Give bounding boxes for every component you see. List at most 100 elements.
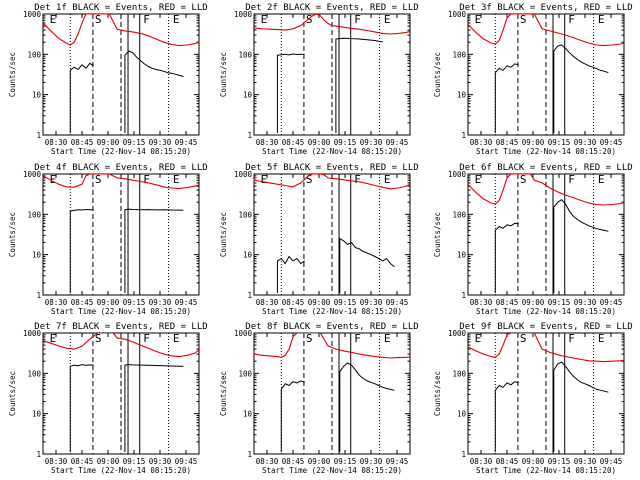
- segment-label: E: [50, 173, 57, 186]
- y-axis-label: Counts/sec: [219, 371, 228, 416]
- panel-title: Det 9f BLACK = Events, RED = LLD: [459, 322, 632, 332]
- segment-label: S: [306, 173, 313, 186]
- y-tick-label: 10: [243, 251, 253, 260]
- segment-label: S: [95, 13, 102, 26]
- segment-label: E: [475, 13, 482, 26]
- x-tick-label: 09:15: [548, 298, 571, 307]
- x-tick-label: 09:15: [334, 138, 357, 147]
- segment-label: F: [354, 13, 361, 26]
- x-tick-label: 08:45: [496, 138, 519, 147]
- events-series-line: [276, 255, 305, 293]
- x-axis-label: Start Time (22-Nov-14 08:15:20): [262, 147, 402, 156]
- x-tick-label: 09:15: [123, 138, 146, 147]
- segment-label: F: [143, 13, 150, 26]
- segment-label: S: [306, 332, 313, 345]
- x-tick-label: 09:00: [522, 138, 545, 147]
- events-series-line: [494, 63, 519, 133]
- events-series-line: [124, 364, 184, 452]
- segment-label: E: [261, 173, 268, 186]
- segment-label: F: [354, 173, 361, 186]
- x-tick-label: 09:00: [522, 457, 545, 466]
- events-series-line: [69, 208, 94, 293]
- x-tick-label: 08:30: [45, 138, 68, 147]
- x-tick-label: 09:30: [149, 298, 172, 307]
- x-tick-label: 08:45: [496, 457, 519, 466]
- segment-label: E: [598, 332, 605, 345]
- y-tick-label: 100: [238, 210, 252, 219]
- x-tick-label: 09:15: [123, 457, 146, 466]
- x-tick-label: 09:45: [386, 457, 409, 466]
- segment-label: E: [173, 332, 180, 345]
- panel-title: Det 3f BLACK = Events, RED = LLD: [459, 3, 632, 13]
- segment-label: F: [568, 173, 575, 186]
- x-tick-label: 09:00: [97, 457, 120, 466]
- x-tick-label: 09:00: [97, 298, 120, 307]
- lld-series-line: [254, 14, 410, 35]
- events-series-line: [69, 62, 94, 133]
- y-tick-label: 100: [452, 210, 466, 219]
- segment-label: E: [173, 173, 180, 186]
- y-tick-label: 100: [27, 369, 41, 378]
- y-tick-label: 1: [247, 131, 252, 140]
- segment-label: F: [143, 332, 150, 345]
- x-tick-label: 08:45: [282, 457, 305, 466]
- segment-label: S: [306, 13, 313, 26]
- x-tick-label: 09:15: [334, 298, 357, 307]
- x-tick-label: 08:30: [256, 298, 279, 307]
- segment-label: E: [598, 173, 605, 186]
- y-axis-label: Counts/sec: [8, 52, 17, 97]
- segment-label: S: [520, 13, 527, 26]
- x-tick-label: 08:30: [470, 298, 493, 307]
- y-tick-label: 10: [457, 251, 467, 260]
- y-axis-label: Counts/sec: [433, 52, 442, 97]
- x-tick-label: 09:45: [600, 138, 623, 147]
- x-tick-label: 08:45: [71, 298, 94, 307]
- events-series-line: [339, 237, 395, 293]
- events-series-line: [335, 37, 383, 133]
- y-tick-label: 100: [452, 50, 466, 59]
- y-tick-label: 1: [461, 131, 466, 140]
- y-tick-label: 1000: [234, 10, 253, 19]
- panel-title: Det 7f BLACK = Events, RED = LLD: [34, 322, 207, 332]
- x-axis-label: Start Time (22-Nov-14 08:15:20): [51, 307, 191, 316]
- events-series-line: [553, 44, 609, 133]
- y-tick-label: 100: [27, 50, 41, 59]
- segment-label: E: [384, 13, 391, 26]
- x-tick-label: 09:30: [149, 138, 172, 147]
- y-axis-label: Counts/sec: [8, 371, 17, 416]
- y-tick-label: 10: [243, 410, 253, 419]
- segment-label: S: [95, 173, 102, 186]
- events-series-line: [280, 380, 305, 452]
- x-tick-label: 09:15: [548, 138, 571, 147]
- x-axis-label: Start Time (22-Nov-14 08:15:20): [51, 147, 191, 156]
- panel-title: Det 5f BLACK = Events, RED = LLD: [245, 163, 418, 173]
- y-tick-label: 1000: [448, 329, 467, 338]
- x-axis-label: Start Time (22-Nov-14 08:15:20): [476, 147, 616, 156]
- lld-series-line: [254, 333, 410, 359]
- y-tick-label: 100: [238, 50, 252, 59]
- y-axis-label: Counts/sec: [219, 212, 228, 257]
- x-tick-label: 09:45: [386, 138, 409, 147]
- segment-label: F: [354, 332, 361, 345]
- y-tick-label: 1000: [23, 10, 42, 19]
- y-axis-label: Counts/sec: [219, 52, 228, 97]
- y-tick-label: 1: [461, 291, 466, 300]
- x-tick-label: 09:15: [548, 457, 571, 466]
- x-axis-label: Start Time (22-Nov-14 08:15:20): [262, 466, 402, 475]
- x-tick-label: 09:00: [522, 298, 545, 307]
- events-series-line: [69, 364, 94, 452]
- y-tick-label: 10: [32, 410, 42, 419]
- y-tick-label: 10: [32, 251, 42, 260]
- y-tick-label: 1: [247, 450, 252, 459]
- x-tick-label: 08:45: [71, 138, 94, 147]
- x-tick-label: 09:00: [308, 138, 331, 147]
- segment-label: F: [568, 332, 575, 345]
- y-tick-label: 1000: [234, 170, 253, 179]
- lld-series-line: [468, 333, 624, 363]
- x-tick-label: 08:30: [45, 298, 68, 307]
- x-axis-label: Start Time (22-Nov-14 08:15:20): [262, 307, 402, 316]
- panel-title: Det 4f BLACK = Events, RED = LLD: [34, 163, 207, 173]
- x-tick-label: 08:30: [45, 457, 68, 466]
- segment-label: E: [50, 332, 57, 345]
